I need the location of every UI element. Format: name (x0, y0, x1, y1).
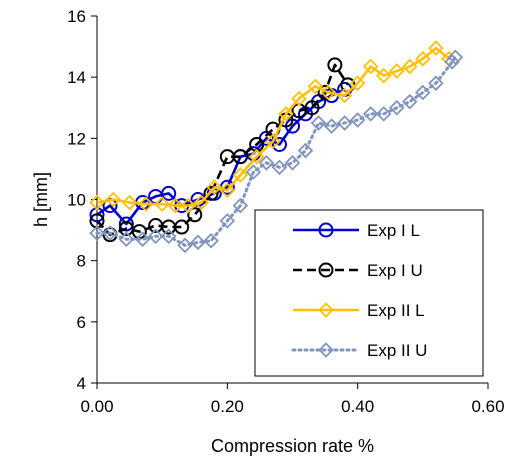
y-tick-label: 6 (77, 313, 86, 332)
legend-label: Exp I U (367, 261, 423, 280)
data-point (402, 93, 418, 110)
y-axis-title: h [mm] (31, 172, 51, 227)
legend-marker (318, 302, 334, 318)
legend-label: Exp I L (367, 221, 420, 240)
data-point (138, 196, 154, 212)
data-point (415, 51, 431, 67)
data-point (297, 142, 314, 159)
series-3 (89, 49, 464, 254)
legend-item: Exp II U (291, 341, 427, 360)
data-point (428, 75, 444, 92)
data-point (362, 106, 379, 122)
y-tick-label: 12 (67, 129, 86, 148)
data-point (193, 194, 210, 211)
data-point (118, 216, 134, 232)
data-point (105, 191, 122, 208)
legend-marker (318, 342, 334, 358)
axes: 4 6 8 10 12 14 16 0.00 0.20 0.40 0.60 (67, 7, 504, 416)
data-point (177, 237, 193, 254)
data-point (102, 225, 118, 241)
data-point (161, 185, 177, 201)
data-point (307, 78, 324, 95)
data-point (180, 197, 197, 214)
y-tick-label: 16 (67, 7, 86, 26)
data-point (336, 115, 353, 131)
data-point (349, 112, 366, 128)
data-point (232, 149, 248, 165)
data-point (121, 194, 138, 211)
data-point (147, 228, 164, 244)
y-tick-label: 8 (77, 252, 86, 271)
data-point (375, 106, 392, 122)
data-point (310, 115, 327, 131)
legend-item: Exp I L (293, 221, 420, 240)
data-point (245, 164, 262, 180)
legend: Exp I L Exp I U Exp II L Exp II U (254, 209, 484, 377)
data-point (190, 234, 206, 251)
data-point (187, 207, 203, 223)
series-2 (89, 40, 457, 214)
data-point (219, 182, 236, 199)
legend-item: Exp I U (293, 261, 423, 280)
data-point (160, 228, 177, 244)
x-tick-label: 0.20 (211, 397, 244, 416)
data-point (336, 87, 353, 104)
data-point (320, 84, 337, 101)
data-point (415, 84, 431, 101)
legend-marker (318, 262, 334, 278)
legend-box (254, 209, 484, 377)
data-point (265, 133, 281, 150)
x-tick-label: 0.00 (80, 397, 113, 416)
data-point (206, 179, 223, 196)
data-point (89, 225, 105, 241)
series-layer (89, 40, 464, 254)
data-point (428, 40, 444, 56)
x-tick-label: 0.60 (471, 397, 504, 416)
series-1 (89, 57, 356, 243)
x-axis-title: Compression rate % (211, 436, 374, 456)
data-point (174, 219, 190, 235)
data-point (167, 197, 183, 214)
data-point (258, 155, 275, 171)
y-tick-label: 14 (67, 68, 86, 87)
x-tick-label: 0.40 (341, 397, 374, 416)
y-tick-label: 4 (77, 374, 86, 393)
series-line (96, 63, 349, 236)
data-point (327, 57, 343, 73)
data-point (219, 213, 236, 229)
data-point (203, 233, 219, 249)
data-point (388, 63, 405, 79)
data-point (304, 100, 320, 116)
data-point (284, 155, 301, 171)
data-point (118, 231, 135, 248)
legend-label: Exp II U (367, 341, 427, 360)
legend-marker (318, 222, 334, 238)
data-point (362, 58, 379, 75)
legend-item: Exp II L (293, 301, 425, 320)
data-point (232, 167, 249, 183)
data-point (134, 231, 151, 248)
y-tick-label: 10 (67, 191, 86, 210)
data-point (291, 90, 307, 107)
series-line (96, 46, 450, 207)
data-point (203, 185, 219, 201)
data-point (349, 75, 366, 92)
data-point (89, 194, 105, 211)
legend-label: Exp II L (367, 301, 425, 320)
data-point (388, 99, 405, 116)
data-point (402, 58, 418, 75)
data-point (444, 54, 460, 70)
data-point (271, 159, 288, 176)
data-point (154, 196, 170, 212)
data-point (232, 197, 249, 214)
data-point (375, 67, 392, 84)
data-point (323, 118, 340, 134)
data-point (248, 148, 265, 165)
data-point (447, 49, 464, 66)
data-point (271, 136, 287, 152)
data-point (278, 106, 294, 122)
